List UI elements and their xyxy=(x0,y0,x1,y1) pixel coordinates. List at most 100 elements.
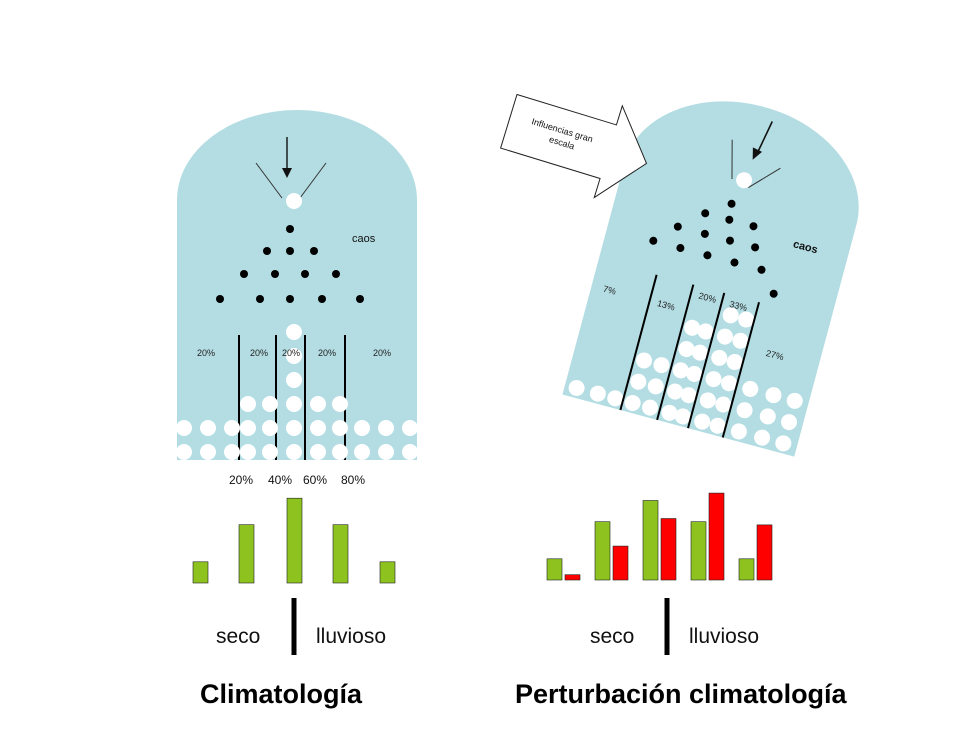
influence-arrow-shape xyxy=(499,93,648,199)
left-peg xyxy=(271,270,279,278)
left-stacked-ball xyxy=(177,444,192,460)
right-stacked-ball xyxy=(589,385,606,402)
right-stacked-ball xyxy=(653,357,670,374)
right-stacked-ball xyxy=(680,387,697,404)
right-title: Perturbación climatología xyxy=(515,679,848,709)
right-stacked-ball xyxy=(697,323,714,340)
left-peg xyxy=(356,295,364,303)
right-peg xyxy=(673,222,682,231)
right-stacked-ball xyxy=(730,423,747,440)
left-stacked-ball xyxy=(286,348,302,364)
left-bin-dividers xyxy=(238,335,346,460)
left-board-background xyxy=(177,110,417,460)
right-stacked-ball xyxy=(684,319,701,336)
right-stacked-ball xyxy=(742,380,759,397)
right-bin-dividers xyxy=(619,274,760,438)
right-stacked-ball xyxy=(765,387,782,404)
right-pegs xyxy=(649,199,778,298)
left-axis-percents: 20% 40% 60% 80% xyxy=(229,473,365,487)
left-bin-percent-4: 20% xyxy=(318,348,336,358)
left-funnel-line-left xyxy=(255,162,283,199)
left-bin-percent-2: 20% xyxy=(250,348,268,358)
left-peg xyxy=(240,270,248,278)
right-drop-arrow-icon xyxy=(752,121,773,160)
left-stacked-ball xyxy=(378,420,394,436)
right-stacked-ball xyxy=(736,402,753,419)
left-stacked-ball xyxy=(286,420,302,436)
right-stacked-ball xyxy=(721,375,738,392)
left-stacked-ball xyxy=(224,444,240,460)
left-stacked-ball xyxy=(286,324,302,340)
right-peg xyxy=(769,289,778,298)
right-seco-label: seco xyxy=(590,625,634,648)
left-stacked-ball xyxy=(354,420,370,436)
right-peg xyxy=(751,243,760,252)
right-stacked-ball xyxy=(722,307,739,324)
right-stacked-ball xyxy=(711,349,728,366)
right-peg xyxy=(701,209,710,218)
right-stacked-ball xyxy=(786,392,803,409)
left-stacked-ball xyxy=(332,396,348,412)
right-peg xyxy=(700,229,709,238)
left-stacked-ball xyxy=(240,396,256,412)
right-stacked-ball xyxy=(699,392,716,409)
bar-green xyxy=(192,561,209,584)
right-stacked-ball xyxy=(691,344,708,361)
left-stacked-ball xyxy=(224,420,240,436)
bar-green xyxy=(546,558,563,581)
right-bin-percent-2: 13% xyxy=(656,298,676,312)
right-peg xyxy=(730,258,739,267)
right-stacked-ball xyxy=(674,408,691,425)
right-stacked-ball xyxy=(716,328,733,345)
left-stacked-ball xyxy=(262,444,278,460)
axis-percent-60: 60% xyxy=(303,473,327,487)
left-stacked-ball xyxy=(310,420,326,436)
right-stacked-ball xyxy=(667,383,684,400)
bar-green xyxy=(332,524,349,584)
right-stacked-ball xyxy=(678,341,695,358)
left-title: Climatología xyxy=(200,679,363,709)
left-bin-percent-5: 20% xyxy=(373,348,391,358)
right-bin-percent-4: 33% xyxy=(728,299,748,313)
left-stacked-ball xyxy=(286,372,302,388)
left-peg xyxy=(256,295,264,303)
left-peg xyxy=(301,270,309,278)
right-ball-stacks xyxy=(568,307,803,452)
left-stacked-ball xyxy=(310,444,326,460)
right-peg xyxy=(725,215,734,224)
left-peg xyxy=(318,295,326,303)
right-bin-percent-1: 7% xyxy=(602,284,617,297)
influence-arrow: Influencias gran escala xyxy=(499,93,648,199)
left-caos-label: caos xyxy=(352,233,376,245)
right-peg xyxy=(725,236,734,245)
left-peg xyxy=(263,247,271,255)
left-stacked-ball xyxy=(262,420,278,436)
left-stacked-ball xyxy=(200,420,216,436)
right-stacked-ball xyxy=(636,352,653,369)
right-peg xyxy=(649,236,658,245)
right-stacked-ball xyxy=(568,379,585,396)
left-seco-label: seco xyxy=(216,625,260,648)
left-funnel-line-right xyxy=(299,162,327,199)
bar-green xyxy=(379,561,396,584)
bar-green xyxy=(594,521,611,581)
right-peg xyxy=(749,222,758,231)
right-stacked-ball xyxy=(709,417,726,434)
bar-red xyxy=(756,524,773,581)
right-stacked-ball xyxy=(642,399,659,416)
right-peg xyxy=(676,244,685,253)
right-stacked-ball xyxy=(686,365,703,382)
right-stacked-ball xyxy=(715,396,732,413)
bar-green xyxy=(738,558,755,581)
left-stacked-ball xyxy=(240,420,256,436)
bar-red xyxy=(708,492,725,581)
right-stacked-ball xyxy=(781,414,798,431)
right-stacked-ball xyxy=(705,371,722,388)
right-bin-percent-5: 27% xyxy=(765,348,785,362)
bar-red xyxy=(564,574,581,581)
left-stacked-ball xyxy=(286,444,302,460)
bar-green xyxy=(642,500,659,581)
left-stacked-ball xyxy=(200,444,216,460)
